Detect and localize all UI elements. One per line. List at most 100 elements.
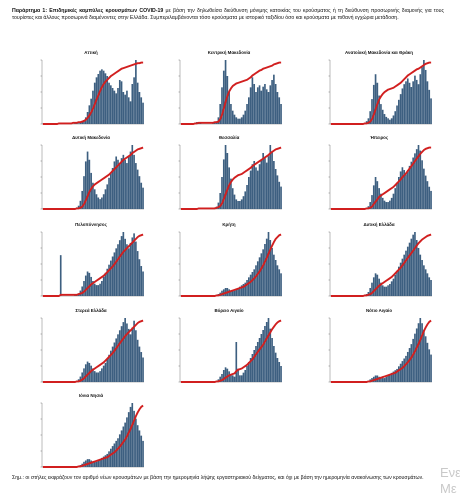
bar (102, 70, 105, 124)
bar (387, 285, 389, 296)
bar (380, 378, 382, 382)
bar (231, 290, 234, 296)
bar (260, 90, 263, 124)
bar (99, 459, 101, 467)
bar (136, 169, 139, 209)
bar (124, 94, 126, 124)
chart-title: Θεσσαλία (218, 135, 240, 140)
bar (122, 426, 125, 467)
bar (142, 440, 144, 467)
bar (371, 99, 373, 124)
epidemic-curve-chart (328, 144, 432, 210)
bar (258, 338, 261, 382)
bar (138, 92, 141, 124)
bar (231, 188, 234, 209)
bar (92, 368, 94, 382)
bar (428, 186, 431, 209)
bar (253, 269, 256, 296)
bar (122, 232, 125, 296)
epidemic-curve-chart (40, 231, 144, 297)
bar (221, 87, 223, 124)
bar (124, 318, 126, 382)
bar (396, 270, 398, 296)
bar (118, 80, 121, 124)
bar (235, 342, 238, 382)
bar (253, 161, 256, 209)
bar (376, 181, 379, 209)
bar (405, 174, 407, 209)
bar (86, 151, 89, 209)
bar (79, 376, 82, 382)
bar (428, 349, 431, 382)
bar (394, 274, 397, 296)
bar (127, 97, 130, 124)
epidemic-curve-chart (178, 317, 282, 383)
annex-label: Παράρτημα 1: (12, 8, 48, 14)
bar (140, 435, 143, 467)
bar (371, 195, 373, 209)
bar (138, 259, 141, 296)
bar (401, 361, 404, 382)
bar (129, 151, 132, 209)
chart-panel: Ιόνια Νησιά (32, 393, 150, 481)
bar (280, 366, 282, 382)
bar (265, 322, 268, 382)
bar (390, 118, 393, 124)
bar (374, 74, 377, 124)
bar (115, 338, 118, 382)
bar (271, 80, 273, 124)
bar (269, 145, 272, 209)
bar (390, 197, 393, 209)
bar (415, 328, 418, 382)
chart-title: Βόρειο Αιγαίο (214, 308, 244, 313)
bar (110, 85, 112, 124)
bar (399, 262, 402, 296)
note-text: οι στήλες εκφράζουν τον αριθμό νέων κρου… (25, 475, 424, 481)
bar (392, 115, 395, 124)
bar (111, 446, 114, 467)
bar (280, 186, 282, 209)
bar (276, 358, 279, 382)
bar (278, 362, 281, 382)
bar (240, 199, 243, 209)
bar (226, 153, 229, 209)
bar (117, 244, 119, 296)
chart-title: Νότιο Αιγαίο (365, 308, 393, 313)
bar (111, 88, 114, 124)
bar (423, 265, 425, 296)
bar (255, 92, 257, 124)
bar (271, 248, 273, 296)
bar (118, 330, 121, 382)
bar (110, 448, 112, 467)
bar (90, 460, 92, 467)
bar (101, 368, 103, 382)
epidemic-curve-chart (178, 59, 282, 125)
bar (262, 249, 264, 296)
bar (142, 271, 144, 296)
bar (381, 197, 384, 209)
bar (133, 77, 135, 124)
bar (106, 76, 109, 124)
bar (120, 81, 123, 124)
bar (224, 145, 227, 209)
bar (410, 238, 413, 296)
epidemic-curve-chart (178, 231, 282, 297)
footer-note: Σημ.: οι στήλες εκφράζουν τον αριθμό νέω… (12, 475, 444, 483)
bar (111, 256, 114, 296)
bar (99, 70, 101, 124)
bar (424, 269, 427, 296)
bar (135, 60, 137, 124)
bar (387, 375, 389, 382)
bar (101, 281, 103, 296)
epidemic-curve-chart (328, 317, 432, 383)
bar (390, 372, 393, 382)
bar (117, 159, 119, 209)
chart-title: Κρήτη (222, 222, 236, 227)
cumulative-line (330, 319, 432, 383)
bar (389, 200, 391, 209)
bar (133, 320, 135, 382)
bar (415, 79, 418, 124)
bar (129, 101, 132, 124)
bar (228, 92, 230, 124)
bar (385, 202, 388, 209)
